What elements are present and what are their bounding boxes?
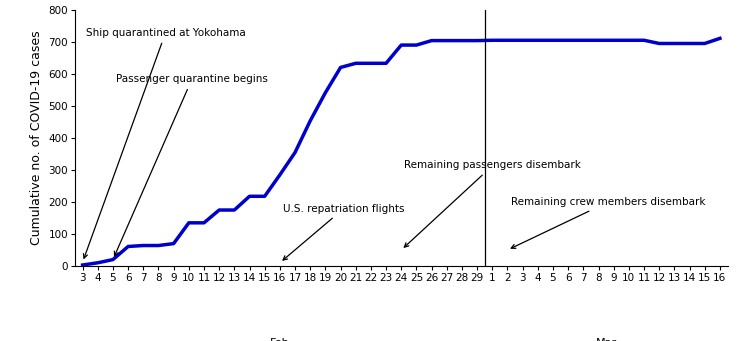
Y-axis label: Cumulative no. of COVID-19 cases: Cumulative no. of COVID-19 cases (30, 31, 43, 246)
Text: Feb: Feb (270, 338, 290, 341)
Text: U.S. repatriation flights: U.S. repatriation flights (283, 204, 404, 260)
Text: Mar: Mar (596, 338, 616, 341)
Text: Ship quarantined at Yokohama: Ship quarantined at Yokohama (83, 28, 245, 258)
Text: Remaining crew members disembark: Remaining crew members disembark (511, 197, 705, 248)
Text: Passenger quarantine begins: Passenger quarantine begins (114, 74, 268, 256)
Text: Remaining passengers disembark: Remaining passengers disembark (404, 161, 581, 247)
